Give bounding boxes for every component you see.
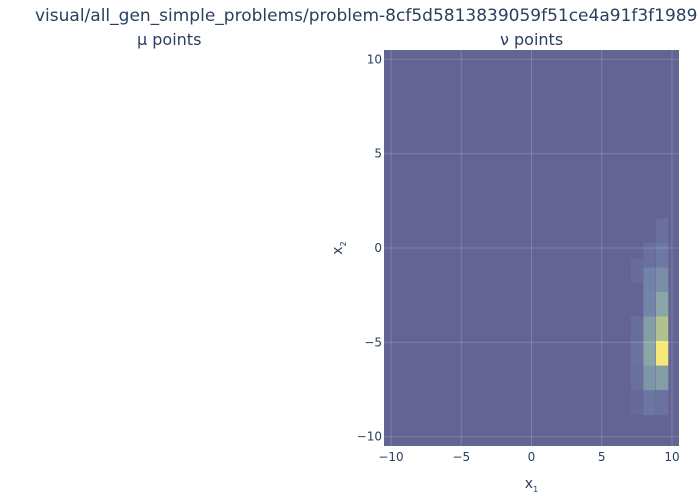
y-tick-label: 10 bbox=[367, 52, 382, 66]
tick-labels: −10 −5 0 5 10 −10 −5 0 5 10 bbox=[357, 52, 680, 464]
heatmap-cell bbox=[630, 365, 644, 391]
heatmap-cell bbox=[643, 292, 656, 318]
heatmap-cell bbox=[655, 218, 669, 244]
heatmap-cell bbox=[655, 243, 669, 269]
x-tick-label: 10 bbox=[664, 450, 679, 464]
heatmap-cell bbox=[630, 258, 644, 284]
heatmap-cell bbox=[630, 341, 644, 367]
x-tick-label: 5 bbox=[598, 450, 606, 464]
y-tick-label: 5 bbox=[374, 147, 382, 161]
heatmap-cell bbox=[655, 267, 669, 293]
heatmap-background bbox=[384, 50, 679, 446]
heatmap-cell bbox=[643, 267, 656, 293]
subplot-title-mu: μ points bbox=[137, 30, 202, 49]
heatmap-cell bbox=[643, 365, 656, 391]
plot-area bbox=[384, 50, 679, 446]
y-tick-label: 0 bbox=[374, 241, 382, 255]
x-tick-label: −10 bbox=[378, 450, 403, 464]
heatmap-cell bbox=[655, 341, 669, 367]
heatmap-cell bbox=[655, 292, 669, 318]
x-tick-label: 0 bbox=[528, 450, 536, 464]
x-axis-title: x1 bbox=[525, 476, 538, 494]
subplot-title-nu: ν points bbox=[500, 30, 564, 49]
heatmap-cell bbox=[655, 390, 669, 416]
x-tick-label: −5 bbox=[452, 450, 470, 464]
heatmap-cell bbox=[643, 390, 656, 416]
heatmap-cell bbox=[643, 316, 656, 342]
heatmap-cell bbox=[630, 390, 644, 416]
heatmap-cell bbox=[643, 243, 656, 269]
y-axis-title: x2 bbox=[330, 241, 348, 254]
y-tick-label: −10 bbox=[357, 430, 382, 444]
heatmap-cell bbox=[643, 341, 656, 367]
heatmap-cell bbox=[655, 365, 669, 391]
axis-titles: x1 x2 bbox=[330, 241, 538, 494]
heatmap-cell bbox=[630, 316, 644, 342]
chart-title: visual/all_gen_simple_problems/problem-8… bbox=[35, 6, 698, 26]
heatmap-cell bbox=[655, 316, 669, 342]
y-tick-label: −5 bbox=[364, 335, 382, 349]
